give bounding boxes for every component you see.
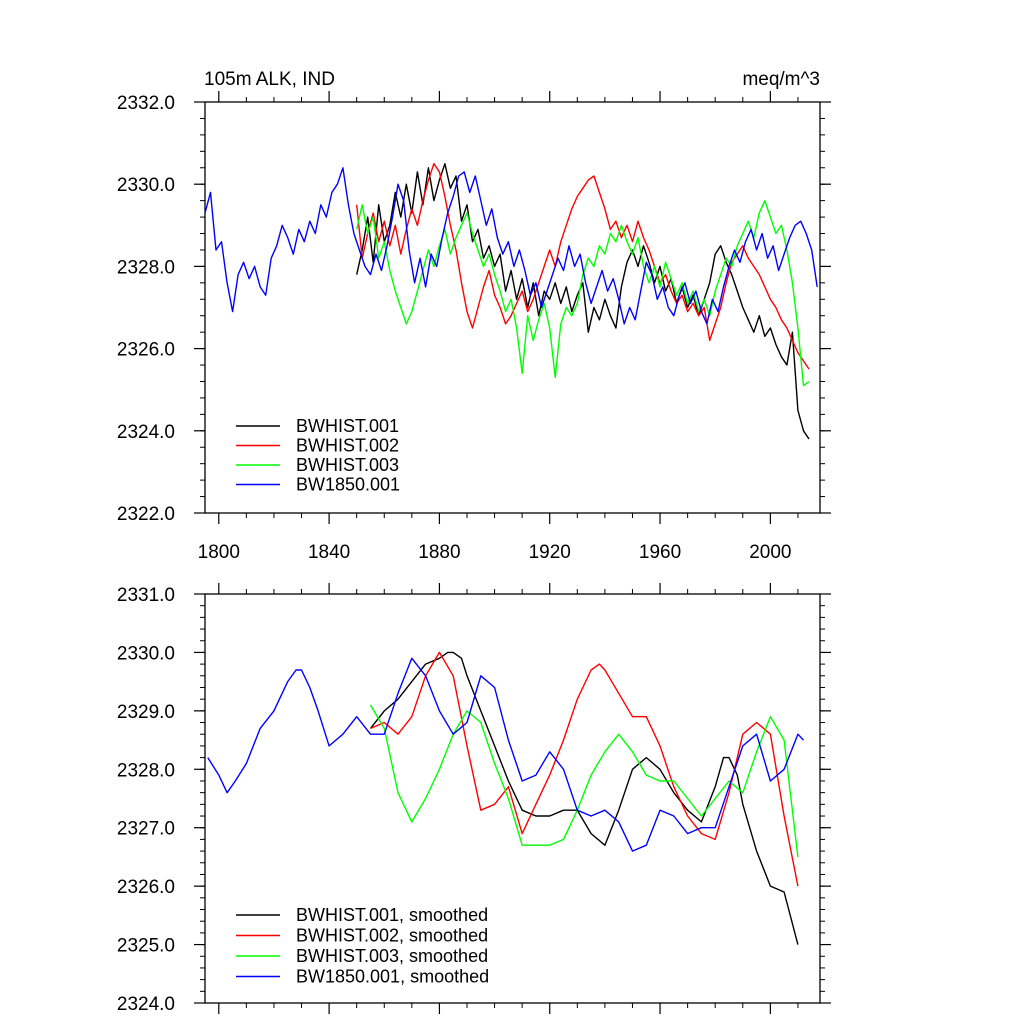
x-tick-label: 1840 bbox=[308, 542, 350, 563]
y-tick-label: 2325.0 bbox=[117, 936, 175, 957]
series-line bbox=[207, 657, 805, 852]
series-line bbox=[356, 199, 810, 387]
series-line bbox=[369, 704, 799, 857]
y-tick-label: 2332.0 bbox=[117, 93, 175, 114]
y-tick-label: 2326.0 bbox=[117, 340, 175, 361]
plot-frame bbox=[204, 593, 821, 1004]
y-tick-label: 2330.0 bbox=[117, 175, 175, 196]
plot-area: 2324.0 2325.0 2326.0 2327.0 2328.0 2329.0 2330… bbox=[117, 583, 831, 1015]
legend-label: BWHIST.003, smoothed bbox=[296, 946, 488, 966]
series-line bbox=[369, 651, 799, 945]
x-tick-label: 1800 bbox=[198, 542, 240, 563]
panel-title: 105m ALK, IND bbox=[204, 69, 335, 90]
y-tick-label: 2324.0 bbox=[117, 994, 175, 1015]
series-line bbox=[356, 162, 810, 440]
y-tick-label: 2330.0 bbox=[117, 643, 175, 664]
plot-area: 1800 1840 1880 1920 1960 2000 2322.0 2324.0 2326… bbox=[117, 91, 831, 563]
y-tick-label: 2331.0 bbox=[117, 585, 175, 606]
panel-bottom: 2324.0 2325.0 2326.0 2327.0 2328.0 2329.0 2330… bbox=[117, 583, 831, 1015]
legend-label: BWHIST.002, smoothed bbox=[296, 926, 488, 946]
plot-frame bbox=[204, 101, 821, 514]
panel-units: meq/m^3 bbox=[742, 69, 820, 90]
legend-label: BWHIST.003 bbox=[296, 455, 399, 475]
y-tick-label: 2328.0 bbox=[117, 257, 175, 278]
x-tick-label: 1880 bbox=[418, 542, 460, 563]
x-tick-label: 1920 bbox=[529, 542, 571, 563]
panel-top: 105m ALK, IND meq/m^3 1800 1840 1880 1920 19… bbox=[117, 69, 831, 563]
y-tick-label: 2324.0 bbox=[117, 422, 175, 443]
legend-label: BWHIST.001 bbox=[296, 416, 399, 436]
legend-label: BWHIST.002 bbox=[296, 436, 399, 456]
legend-label: BWHIST.001, smoothed bbox=[296, 905, 488, 925]
y-tick-label: 2328.0 bbox=[117, 760, 175, 781]
y-tick-label: 2326.0 bbox=[117, 877, 175, 898]
y-tick-label: 2329.0 bbox=[117, 702, 175, 723]
legend-label: BW1850.001, smoothed bbox=[296, 967, 489, 987]
series-line bbox=[370, 651, 799, 887]
x-tick-label: 2000 bbox=[749, 542, 791, 563]
legend-label: BW1850.001 bbox=[296, 475, 400, 495]
y-tick-label: 2327.0 bbox=[117, 819, 175, 840]
x-tick-label: 1960 bbox=[639, 542, 681, 563]
series-line bbox=[204, 167, 818, 325]
y-tick-label: 2322.0 bbox=[117, 504, 175, 525]
